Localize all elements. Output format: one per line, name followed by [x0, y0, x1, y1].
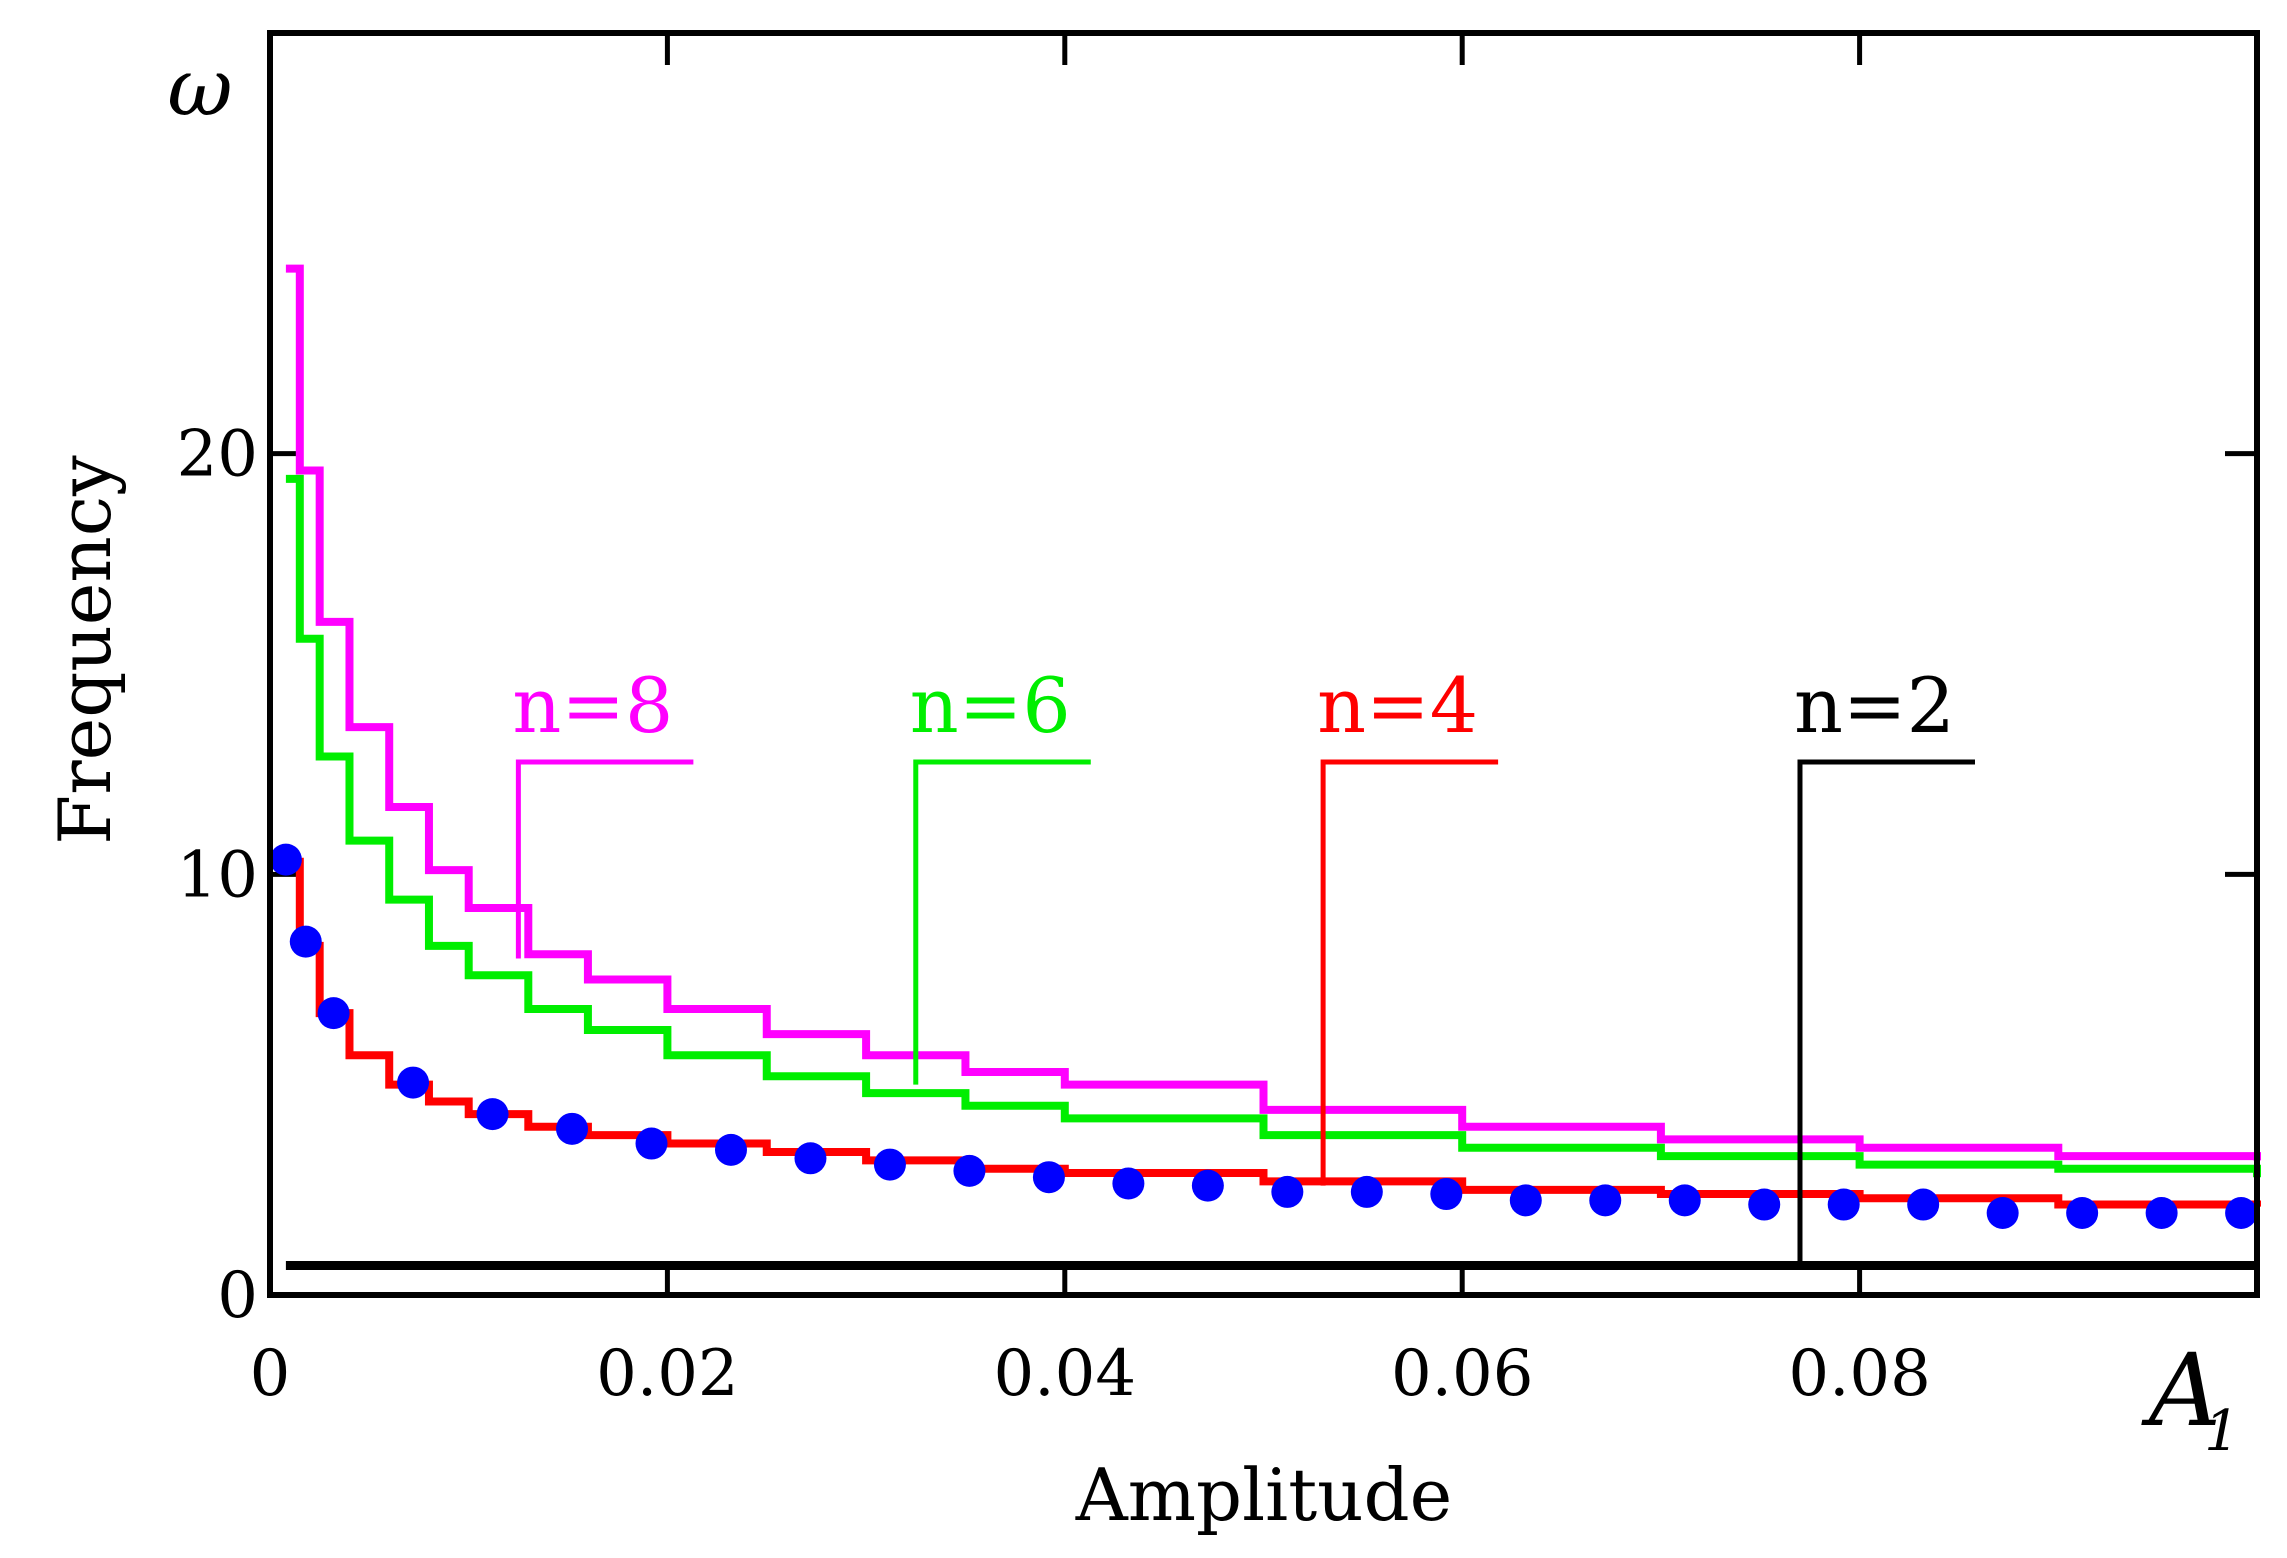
x-tick-label: 0.04 — [994, 1337, 1137, 1411]
legend-leader-n-6 — [913, 759, 1091, 1085]
scatter-point — [2225, 1196, 2258, 1229]
legend-label-n-2: n=2 — [1794, 661, 1955, 750]
scatter-point — [873, 1148, 906, 1181]
scatter-point — [794, 1142, 827, 1175]
scatter-point — [556, 1112, 589, 1145]
x-axis-variable: A — [2141, 1332, 2221, 1449]
legend-leaders — [515, 759, 1975, 1266]
x-tick-label: 0 — [250, 1337, 291, 1411]
chart-text: Amplitude Frequency ω A 1 0 0.02 0.04 0.06 0… — [43, 41, 2240, 1537]
scatter-point — [1827, 1188, 1860, 1221]
scatter-point — [1430, 1178, 1463, 1211]
scatter-point — [1986, 1196, 2019, 1229]
series-line-n-4 — [285, 857, 2261, 1209]
scatter-point — [1271, 1175, 1304, 1208]
series-line-n-8 — [285, 264, 2261, 1161]
scatter-point — [714, 1133, 747, 1166]
legend-leader-n-2 — [1797, 759, 1975, 1266]
legend-leader-n-8 — [515, 759, 694, 959]
scatter-point — [1350, 1175, 1383, 1208]
legend-label-n-6: n=6 — [910, 661, 1071, 750]
y-axis-title: Frequency — [43, 455, 127, 845]
y-tick-label: 10 — [177, 838, 258, 912]
scatter-point — [1509, 1184, 1542, 1217]
y-tick-label: 20 — [177, 418, 258, 492]
scatter-point — [1668, 1184, 1701, 1217]
series-line-n-6 — [285, 474, 2261, 1178]
series-lines — [285, 264, 2261, 1271]
scatter-point — [635, 1127, 668, 1160]
scatter-point — [2066, 1196, 2099, 1229]
scatter-point — [476, 1098, 509, 1131]
x-axis-title: Amplitude — [1075, 1453, 1452, 1537]
legend-label-n-8: n=8 — [512, 661, 673, 750]
plot-frame — [267, 30, 2260, 1298]
scatter-point — [2145, 1196, 2178, 1229]
x-tick-label: 0.06 — [1391, 1337, 1534, 1411]
legend-label-n-4: n=4 — [1317, 661, 1478, 750]
scatter-point — [1191, 1169, 1224, 1202]
scatter-point — [953, 1154, 986, 1187]
y-axis-variable: ω — [167, 41, 232, 134]
x-tick-label: 0.02 — [596, 1337, 739, 1411]
scatter-points — [269, 843, 2258, 1229]
scatter-point — [1907, 1188, 1940, 1221]
x-tick-label: 0.08 — [1788, 1337, 1931, 1411]
legend-leader-n-4 — [1320, 759, 1499, 1186]
x-axis-variable-subscript: 1 — [2204, 1399, 2240, 1464]
scatter-point — [289, 925, 322, 958]
scatter-point — [1112, 1167, 1145, 1200]
scatter-point — [1032, 1161, 1065, 1194]
scatter-point — [317, 997, 350, 1030]
scatter-point — [1589, 1184, 1622, 1217]
scatter-point — [1748, 1188, 1781, 1221]
scatter-point — [269, 843, 302, 876]
y-tick-label: 0 — [217, 1259, 258, 1333]
scatter-point — [397, 1066, 430, 1099]
